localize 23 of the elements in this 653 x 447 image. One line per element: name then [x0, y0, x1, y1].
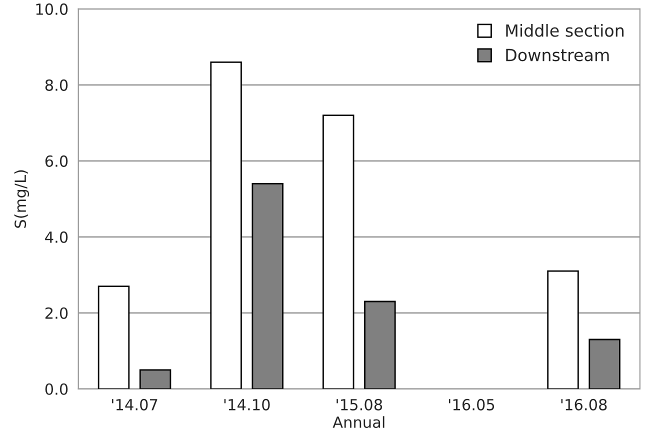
x-tick-label: '16.08 — [561, 398, 607, 410]
x-tick-label: '14.07 — [112, 398, 158, 410]
x-axis-title: Annual — [332, 416, 384, 428]
bar — [588, 338, 620, 389]
legend-label: Downstream — [506, 48, 609, 62]
y-tick-label: 2.0 — [45, 307, 68, 319]
y-axis-title: S(mg/L) — [14, 170, 30, 228]
bar — [98, 286, 130, 389]
x-tick-label: '14.10 — [224, 398, 270, 410]
y-tick-label: 8.0 — [45, 79, 68, 91]
y-tick-label: 10.0 — [36, 3, 68, 15]
y-tick-label: 4.0 — [45, 231, 68, 243]
bar — [322, 114, 354, 389]
legend-label: Middle section — [506, 24, 624, 37]
x-tick-label: '15.08 — [336, 398, 382, 410]
bar — [139, 369, 172, 389]
bar — [210, 61, 242, 389]
x-tick-label: '16.05 — [448, 398, 494, 410]
y-tick-label: 0.0 — [45, 383, 68, 395]
bar — [547, 270, 579, 389]
bar — [252, 183, 284, 389]
y-tick-label: 6.0 — [45, 155, 68, 167]
bar — [364, 300, 396, 389]
